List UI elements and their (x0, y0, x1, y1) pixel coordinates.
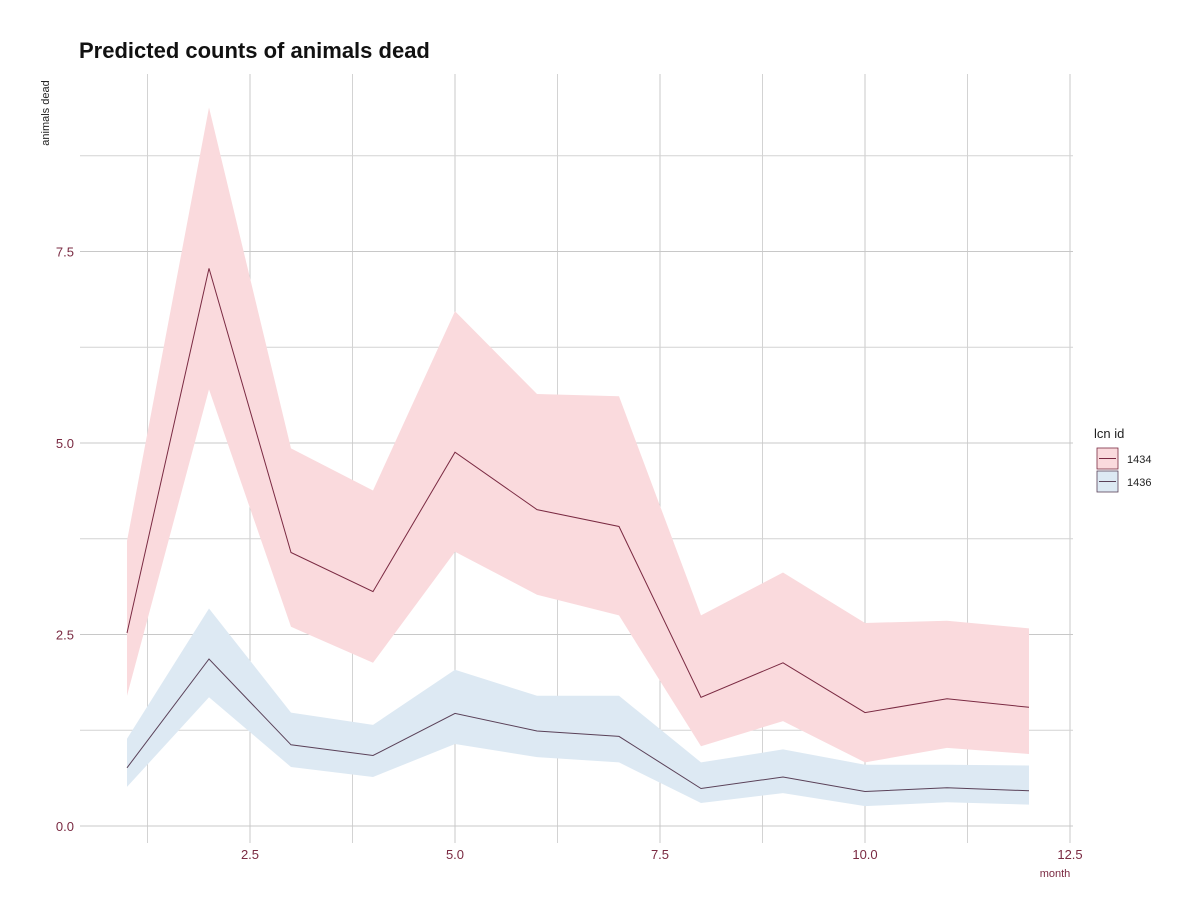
tick-labels: 2.5 5.0 7.5 10.0 12.5 0.0 2.5 5.0 7.5 (56, 245, 1083, 863)
legend-item-1434: 1434 (1096, 447, 1151, 470)
y-tick-label: 5.0 (56, 436, 74, 451)
legend-label-1434: 1434 (1127, 454, 1151, 466)
y-axis-title: animals dead (40, 80, 52, 145)
x-tick-label: 2.5 (241, 847, 259, 862)
y-tick-label: 7.5 (56, 245, 74, 260)
legend-label-1436: 1436 (1127, 477, 1151, 489)
band-1434 (127, 107, 1029, 763)
series-line-1436 (126, 658, 1030, 793)
y-tick-label: 0.0 (56, 819, 74, 834)
legend-item-1436: 1436 (1096, 470, 1151, 493)
x-axis-title: month (1040, 868, 1071, 880)
confidence-bands (127, 107, 1029, 807)
series-line-1434 (126, 268, 1030, 714)
legend-title: lcn id (1094, 426, 1124, 441)
legend-items: 1434 1436 (1096, 447, 1151, 493)
series-lines (126, 268, 1030, 793)
x-tick-label: 10.0 (852, 847, 877, 862)
chart-title: Predicted counts of animals dead (79, 38, 430, 63)
y-tick-label: 2.5 (56, 628, 74, 643)
band-1436 (127, 608, 1029, 807)
x-tick-label: 7.5 (651, 847, 669, 862)
x-tick-label: 12.5 (1057, 847, 1082, 862)
legend: lcn id 1434 1436 (1094, 426, 1151, 493)
x-tick-label: 5.0 (446, 847, 464, 862)
